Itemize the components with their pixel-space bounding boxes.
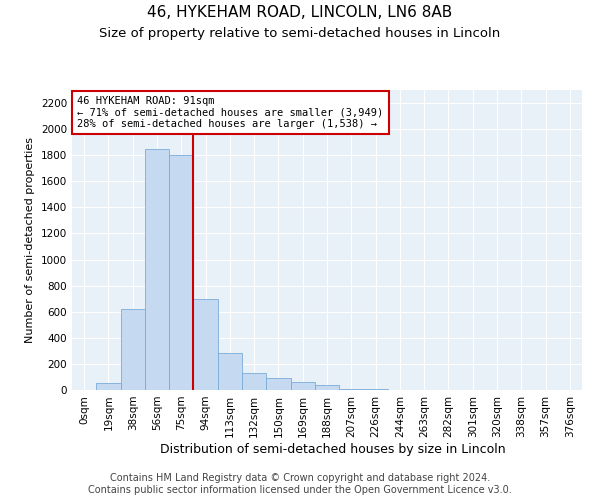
Bar [169, 155, 193, 390]
Text: Contains HM Land Registry data © Crown copyright and database right 2024.
Contai: Contains HM Land Registry data © Crown c… [88, 474, 512, 495]
Text: 46 HYKEHAM ROAD: 91sqm
← 71% of semi-detached houses are smaller (3,949)
28% of : 46 HYKEHAM ROAD: 91sqm ← 71% of semi-det… [77, 96, 383, 129]
Bar [339, 388, 364, 390]
Bar [290, 382, 315, 390]
Bar [121, 309, 145, 390]
Text: Distribution of semi-detached houses by size in Lincoln: Distribution of semi-detached houses by … [160, 442, 506, 456]
Bar [315, 386, 339, 390]
Bar [218, 354, 242, 390]
Y-axis label: Number of semi-detached properties: Number of semi-detached properties [25, 137, 35, 343]
Text: 46, HYKEHAM ROAD, LINCOLN, LN6 8AB: 46, HYKEHAM ROAD, LINCOLN, LN6 8AB [148, 5, 452, 20]
Bar [242, 373, 266, 390]
Bar [266, 378, 290, 390]
Text: Size of property relative to semi-detached houses in Lincoln: Size of property relative to semi-detach… [100, 28, 500, 40]
Bar [96, 384, 121, 390]
Bar [193, 298, 218, 390]
Bar [145, 148, 169, 390]
